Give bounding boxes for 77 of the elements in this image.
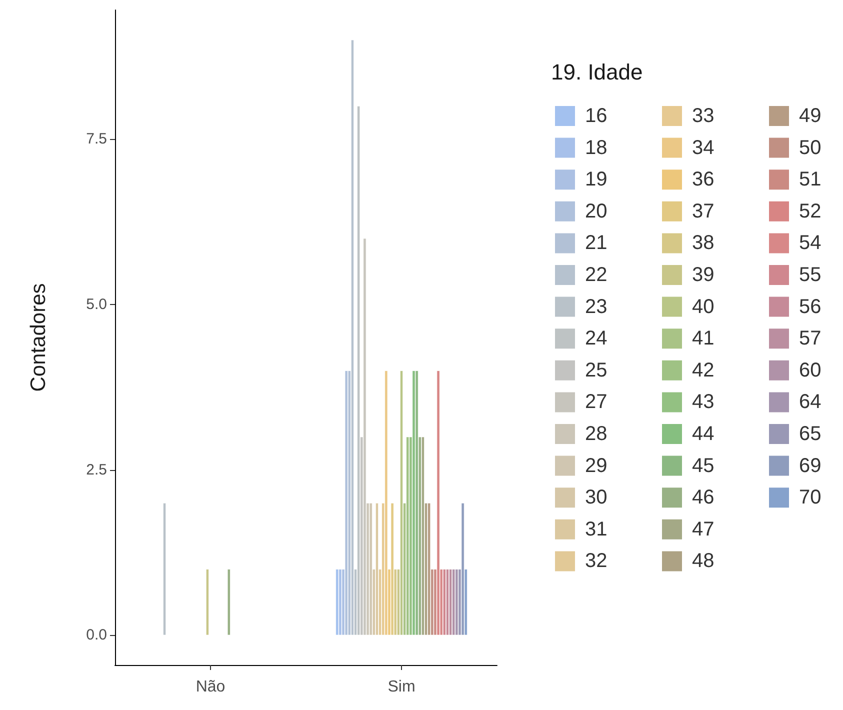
legend-label: 28 (585, 423, 608, 445)
bar (415, 370, 418, 636)
bar (336, 569, 339, 636)
legend-label: 60 (799, 359, 822, 382)
legend-label: 44 (692, 423, 714, 445)
legend-label: 37 (692, 200, 714, 222)
legend-label: 29 (585, 454, 608, 477)
bar (369, 502, 372, 636)
bar (350, 40, 354, 636)
bar (390, 502, 394, 636)
legend-label: 55 (799, 264, 822, 286)
bar (455, 569, 458, 636)
y-axis-title: Contadores (27, 283, 50, 392)
bar (375, 502, 379, 636)
bar (400, 370, 404, 636)
legend-label: 43 (692, 391, 714, 414)
legend-label: 23 (585, 296, 608, 318)
y-tick-label: 7.5 (86, 130, 107, 148)
legend-label: 70 (799, 486, 822, 509)
legend-label: 21 (585, 232, 608, 254)
legend-label: 51 (799, 168, 822, 191)
legend-label: 20 (585, 200, 608, 222)
legend-label: 56 (799, 296, 822, 318)
bar (428, 502, 431, 636)
legend-label: 24 (585, 328, 608, 350)
legend-label: 42 (692, 359, 714, 382)
legend-label: 19 (585, 168, 608, 191)
legend-label: 33 (692, 105, 714, 127)
legend-label: 16 (585, 105, 608, 127)
legend-label: 32 (585, 550, 608, 572)
bar (162, 502, 166, 636)
bar (442, 569, 446, 636)
bar (436, 370, 440, 636)
legend-label: 54 (799, 232, 822, 254)
legend-label: 50 (799, 136, 822, 159)
legend-label: 25 (585, 359, 608, 382)
legend-label: 22 (585, 264, 608, 286)
bar (461, 502, 464, 636)
bar (406, 436, 410, 636)
y-tick-label: 0.0 (86, 626, 107, 644)
legend-label: 45 (692, 454, 714, 477)
bar (363, 238, 366, 636)
legend-label: 47 (692, 518, 714, 540)
x-tick-label: Não (196, 678, 226, 696)
bar (449, 569, 452, 636)
bar (421, 436, 424, 636)
legend-label: 38 (692, 232, 714, 254)
legend-label: 49 (799, 105, 822, 127)
legend-label: 18 (585, 136, 608, 159)
legend-label: 30 (585, 486, 608, 509)
bar (344, 370, 348, 636)
bar (227, 569, 230, 636)
legend-label: 39 (692, 264, 714, 286)
bar (446, 569, 450, 636)
bar (452, 569, 456, 636)
legend-label: 40 (692, 296, 714, 318)
legend-label: 57 (799, 328, 822, 350)
bar (384, 370, 388, 636)
y-tick-label: 2.5 (86, 461, 107, 478)
legend-title: 19. Idade (551, 60, 643, 84)
legend-label: 52 (799, 200, 822, 222)
legend-label: 48 (692, 550, 714, 572)
legend-label: 34 (692, 136, 714, 159)
x-tick-label: Sim (388, 678, 416, 696)
legend-label: 31 (585, 518, 608, 540)
bar (412, 370, 416, 636)
legend-label: 27 (585, 391, 608, 414)
legend-label: 64 (799, 391, 822, 414)
bar (206, 569, 209, 636)
legend-label: 65 (799, 423, 822, 445)
legend-label: 69 (799, 454, 822, 477)
legend-label: 36 (692, 168, 714, 191)
legend-label: 41 (692, 328, 714, 350)
bar (338, 569, 342, 636)
bar (357, 106, 360, 636)
legend-label: 46 (692, 486, 714, 509)
y-tick-label: 5.0 (86, 296, 107, 313)
